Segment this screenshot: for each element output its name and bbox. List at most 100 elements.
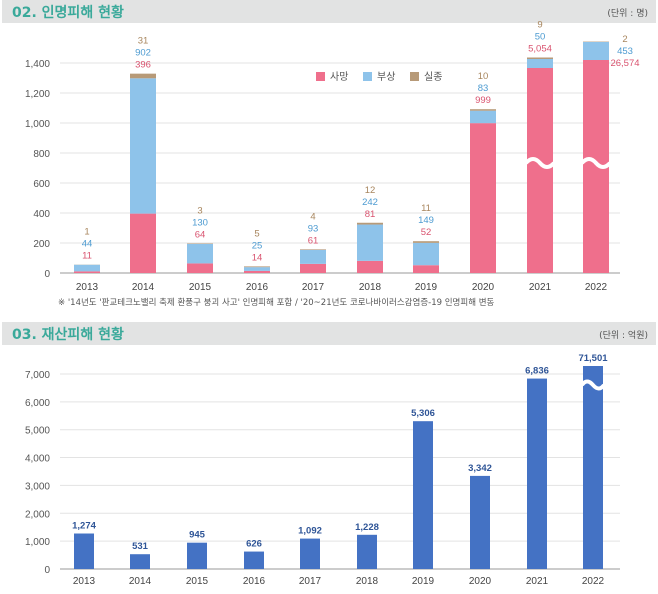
y-tick-label: 3,000 xyxy=(25,481,50,492)
data-label: 6,836 xyxy=(525,366,549,377)
data-label-사망: 61 xyxy=(308,235,319,246)
data-label: 531 xyxy=(132,541,149,552)
data-label-실종: 5 xyxy=(254,228,259,239)
data-label-부상: 242 xyxy=(362,197,378,208)
x-tick-label: 2020 xyxy=(472,282,495,293)
bar-부상-2021 xyxy=(527,59,553,68)
section1-title: 02. 인명피해 현황 xyxy=(12,5,124,21)
axis-break-mark xyxy=(580,157,612,169)
x-tick-label: 2017 xyxy=(302,282,325,293)
section1-unit: (단위 : 명) xyxy=(607,9,648,19)
data-label-부상: 453 xyxy=(617,46,633,57)
data-label: 71,501 xyxy=(578,353,608,364)
data-label-실종: 3 xyxy=(197,205,202,216)
bar-2017 xyxy=(300,538,320,569)
data-label-부상: 83 xyxy=(478,83,489,94)
bar-실종-2020 xyxy=(470,109,496,111)
y-tick-label: 1,000 xyxy=(25,119,50,130)
section1-header: 02. 인명피해 현황 (단위 : 명) xyxy=(2,0,656,23)
y-tick-label: 6,000 xyxy=(25,398,50,409)
section1-note: ※ '14년도 '판교테크노밸리 축제 환풍구 붕괴 사고' 인명피해 포함 /… xyxy=(58,298,495,308)
data-label-사망: 5,054 xyxy=(528,44,552,55)
data-label-사망: 11 xyxy=(82,251,92,262)
bar-실종-2014 xyxy=(130,73,156,79)
data-label-실종: 2 xyxy=(622,34,627,45)
bar-사망-2021 xyxy=(527,68,553,273)
x-tick-label: 2018 xyxy=(356,576,379,587)
data-label: 1,092 xyxy=(298,526,322,537)
x-tick-label: 2014 xyxy=(129,576,152,587)
legend-label: 부상 xyxy=(377,71,395,83)
bar-2021 xyxy=(527,378,547,569)
data-label-실종: 12 xyxy=(365,185,376,196)
y-tick-label: 7,000 xyxy=(25,370,50,381)
section2-title: 03. 재산피해 현황 xyxy=(12,327,124,343)
x-tick-label: 2022 xyxy=(582,576,605,587)
bar-2022 xyxy=(583,366,603,569)
x-tick-label: 2016 xyxy=(246,282,269,293)
data-label-사망: 999 xyxy=(475,95,491,106)
bar-사망-2020 xyxy=(470,123,496,274)
legend-swatch xyxy=(316,72,325,81)
y-tick-label: 1,000 xyxy=(25,537,50,548)
bar-2016 xyxy=(244,551,264,569)
y-tick-label: 1,200 xyxy=(25,89,50,100)
data-label-사망: 81 xyxy=(365,209,376,220)
bar-사망-2018 xyxy=(357,260,383,273)
x-tick-label: 2021 xyxy=(529,282,552,293)
x-tick-label: 2017 xyxy=(299,576,322,587)
bar-실종-2018 xyxy=(357,222,383,225)
y-tick-label: 600 xyxy=(33,179,50,190)
bar-2018 xyxy=(357,534,377,569)
x-tick-label: 2013 xyxy=(73,576,96,587)
axis-break-mark xyxy=(580,379,606,391)
data-label-사망: 52 xyxy=(421,227,432,238)
bar-사망-2016 xyxy=(244,270,270,273)
axis-break-mark xyxy=(524,157,556,169)
x-tick-label: 2019 xyxy=(412,576,435,587)
y-tick-label: 0 xyxy=(44,565,50,576)
bar-실종-2016 xyxy=(244,266,270,268)
bar-2019 xyxy=(413,421,433,569)
data-label: 3,342 xyxy=(468,463,492,474)
data-label-부상: 902 xyxy=(135,48,151,59)
bar-사망-2015 xyxy=(187,263,213,273)
x-tick-label: 2015 xyxy=(189,282,212,293)
data-label-사망: 396 xyxy=(135,60,151,71)
data-label-실종: 10 xyxy=(478,71,489,82)
section2-unit: (단위 : 억원) xyxy=(599,331,648,341)
x-tick-label: 2022 xyxy=(585,282,608,293)
bar-부상-2013 xyxy=(74,264,100,272)
bar-부상-2017 xyxy=(300,249,326,264)
y-tick-label: 1,400 xyxy=(25,59,50,70)
data-label-실종: 9 xyxy=(537,20,542,31)
data-label: 626 xyxy=(246,539,262,550)
x-tick-label: 2021 xyxy=(526,576,549,587)
y-tick-label: 400 xyxy=(33,209,50,220)
data-label-사망: 64 xyxy=(195,229,206,240)
legend-swatch xyxy=(410,72,419,81)
data-label: 945 xyxy=(189,530,206,541)
y-tick-label: 200 xyxy=(33,239,50,250)
data-label-부상: 25 xyxy=(252,240,263,251)
data-label: 1,274 xyxy=(72,521,96,532)
data-label: 1,228 xyxy=(355,522,379,533)
x-tick-label: 2018 xyxy=(359,282,382,293)
bar-부상-2019 xyxy=(413,242,439,266)
bar-부상-2014 xyxy=(130,78,156,214)
y-tick-label: 2,000 xyxy=(25,509,50,520)
data-label-실종: 31 xyxy=(138,36,149,47)
bar-2014 xyxy=(130,554,150,569)
data-label-사망: 26,574 xyxy=(610,58,639,69)
data-label-부상: 44 xyxy=(82,239,93,250)
bar-실종-2017 xyxy=(300,249,326,250)
y-tick-label: 4,000 xyxy=(25,454,50,465)
data-label-부상: 149 xyxy=(418,215,434,226)
bar-부상-2018 xyxy=(357,224,383,261)
data-label: 5,306 xyxy=(411,408,435,419)
x-tick-label: 2020 xyxy=(469,576,492,587)
data-label-부상: 50 xyxy=(535,32,546,43)
legend-label: 사망 xyxy=(330,71,348,83)
